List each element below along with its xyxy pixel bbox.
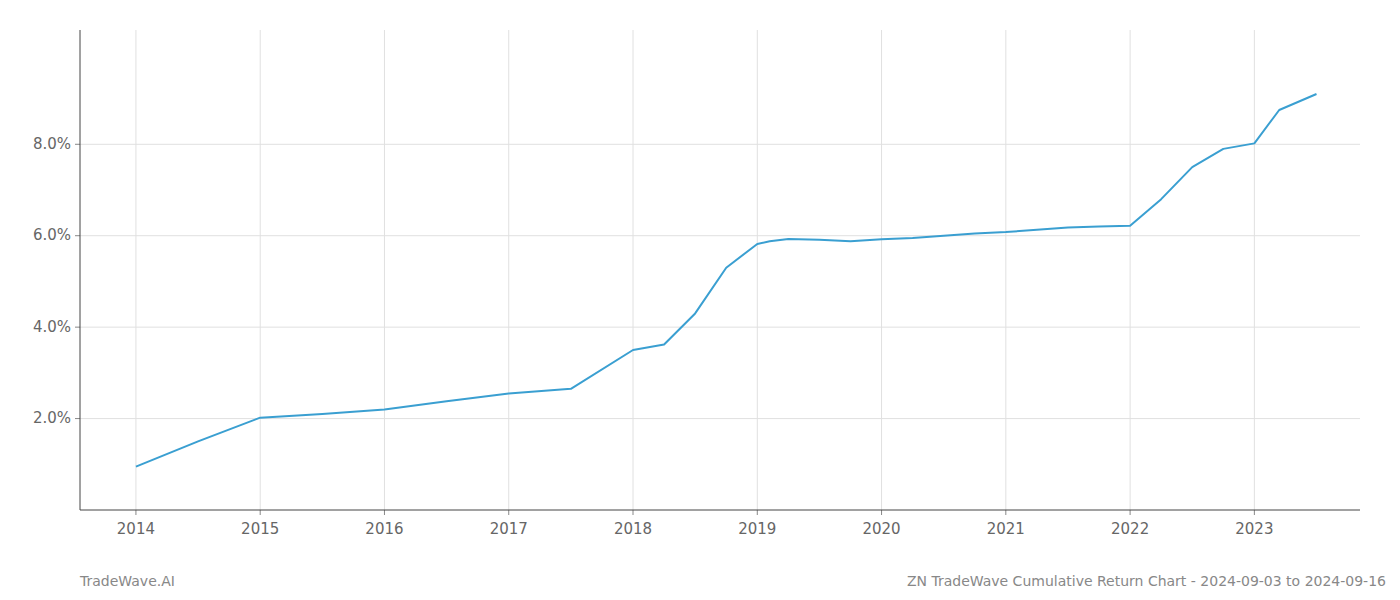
grid-line (80, 235, 1360, 236)
tick-mark (75, 235, 80, 236)
tick-mark (384, 510, 385, 515)
grid-line (508, 30, 509, 510)
tick-label: 2022 (1111, 520, 1149, 538)
grid (80, 30, 1360, 510)
plot-area (136, 94, 1317, 467)
axes: 2.0% 4.0% 6.0% 8.0% 2014 2015 2016 2017 2018 2019… (33, 30, 1360, 538)
tick-label: 2021 (987, 520, 1025, 538)
tick-label: 2014 (117, 520, 155, 538)
tick-mark (757, 510, 758, 515)
grid-line (80, 418, 1360, 419)
grid-line (384, 30, 385, 510)
tick-mark (75, 144, 80, 145)
tick-label: 2015 (241, 520, 279, 538)
grid-line (1254, 30, 1255, 510)
grid-line (135, 30, 136, 510)
tick-mark (75, 327, 80, 328)
tick-label: 2017 (490, 520, 528, 538)
tick-label: 6.0% (33, 226, 71, 244)
tick-mark (75, 418, 80, 419)
chart: 2.0% 4.0% 6.0% 8.0% 2014 2015 2016 2017 2018 2019… (0, 0, 1400, 600)
grid-line (1130, 30, 1131, 510)
tick-label: 2018 (614, 520, 652, 538)
tick-mark (881, 510, 882, 515)
grid-line (633, 30, 634, 510)
tick-mark (135, 510, 136, 515)
tick-mark (1254, 510, 1255, 515)
tick-mark (260, 510, 261, 515)
tick-label: 4.0% (33, 318, 71, 336)
y-axis-line (80, 30, 81, 510)
grid-line (80, 327, 1360, 328)
footer-left: TradeWave.AI (79, 573, 175, 589)
tick-mark (508, 510, 509, 515)
grid-line (881, 30, 882, 510)
series-line (136, 94, 1317, 467)
tick-label: 2.0% (33, 409, 71, 427)
tick-mark (633, 510, 634, 515)
tick-label: 2016 (365, 520, 403, 538)
grid-line (80, 144, 1360, 145)
tick-label: 2023 (1235, 520, 1273, 538)
grid-line (260, 30, 261, 510)
grid-line (757, 30, 758, 510)
tick-label: 2020 (862, 520, 900, 538)
footer-right: ZN TradeWave Cumulative Return Chart - 2… (907, 573, 1386, 589)
grid-line (1005, 30, 1006, 510)
tick-label: 2019 (738, 520, 776, 538)
tick-mark (1005, 510, 1006, 515)
tick-mark (1130, 510, 1131, 515)
x-axis-line (80, 510, 1360, 511)
tick-label: 8.0% (33, 135, 71, 153)
